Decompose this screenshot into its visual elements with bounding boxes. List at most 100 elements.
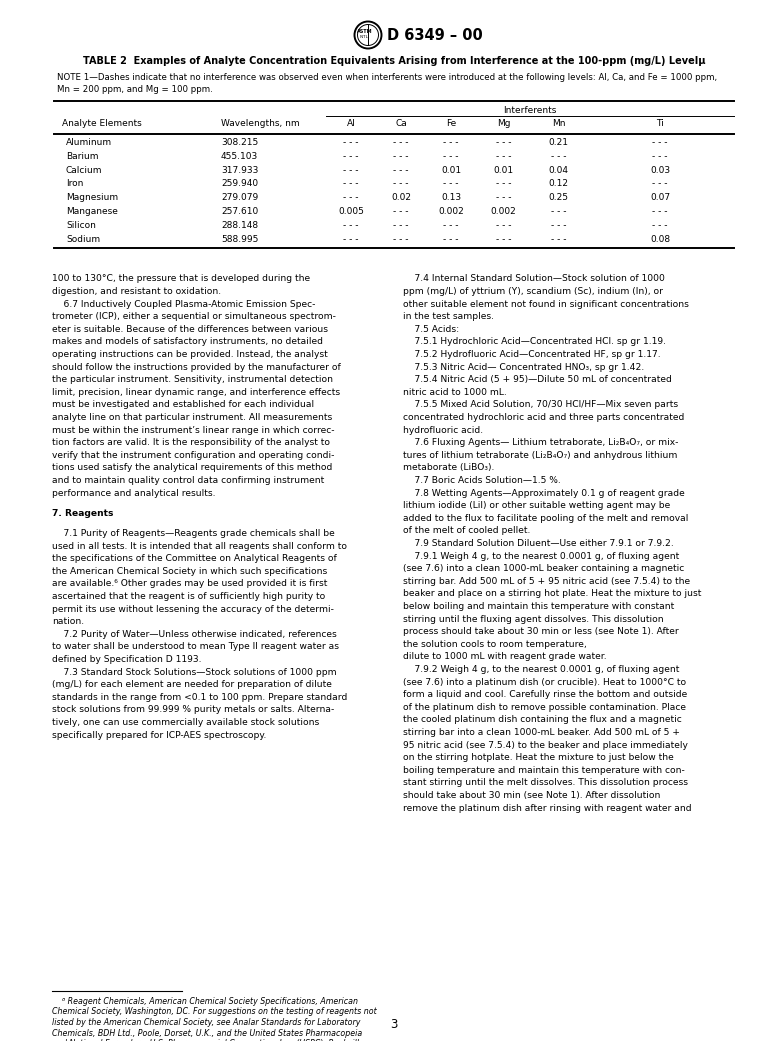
- Text: 0.02: 0.02: [391, 194, 411, 202]
- Text: 7.7 Boric Acids Solution—1.5 %.: 7.7 Boric Acids Solution—1.5 %.: [402, 476, 560, 485]
- Text: - - -: - - -: [496, 194, 511, 202]
- Text: tion factors are valid. It is the responsibility of the analyst to: tion factors are valid. It is the respon…: [52, 438, 330, 448]
- Text: 7.5.5 Mixed Acid Solution, 70/30 HCl/HF—Mix seven parts: 7.5.5 Mixed Acid Solution, 70/30 HCl/HF—…: [402, 401, 678, 409]
- Text: used in all tests. It is intended that all reagents shall conform to: used in all tests. It is intended that a…: [52, 541, 347, 551]
- Text: 0.03: 0.03: [650, 166, 670, 175]
- Text: - - -: - - -: [443, 138, 459, 147]
- Text: - - -: - - -: [652, 207, 668, 217]
- Text: stirring bar. Add 500 mL of 5 + 95 nitric acid (see 7.5.4) to the: stirring bar. Add 500 mL of 5 + 95 nitri…: [402, 577, 689, 586]
- Text: Mn: Mn: [552, 120, 566, 128]
- Text: 7.9 Standard Solution Diluent—Use either 7.9.1 or 7.9.2.: 7.9 Standard Solution Diluent—Use either…: [402, 539, 673, 548]
- Text: Analyte Elements: Analyte Elements: [62, 120, 142, 128]
- Text: specifically prepared for ICP-AES spectroscopy.: specifically prepared for ICP-AES spectr…: [52, 731, 266, 739]
- Text: 7.9.2 Weigh 4 g, to the nearest 0.0001 g, of fluxing agent: 7.9.2 Weigh 4 g, to the nearest 0.0001 g…: [402, 665, 679, 674]
- Text: other suitable element not found in significant concentrations: other suitable element not found in sign…: [402, 300, 689, 308]
- Text: process should take about 30 min or less (see Note 1). After: process should take about 30 min or less…: [402, 627, 678, 636]
- Text: boiling temperature and maintain this temperature with con-: boiling temperature and maintain this te…: [402, 766, 684, 775]
- Text: performance and analytical results.: performance and analytical results.: [52, 488, 216, 498]
- Text: stock solutions from 99.999 % purity metals or salts. Alterna-: stock solutions from 99.999 % purity met…: [52, 706, 335, 714]
- Text: 0.13: 0.13: [441, 194, 461, 202]
- Text: NOTE 1—Dashes indicate that no interference was observed even when interferents : NOTE 1—Dashes indicate that no interfere…: [57, 73, 717, 82]
- Text: in the test samples.: in the test samples.: [402, 312, 493, 322]
- Text: 7. Reagents: 7. Reagents: [52, 509, 114, 517]
- Text: metaborate (LiBO₃).: metaborate (LiBO₃).: [402, 463, 494, 473]
- Text: ascertained that the reagent is of sufficiently high purity to: ascertained that the reagent is of suffi…: [52, 592, 325, 601]
- Text: - - -: - - -: [652, 221, 668, 230]
- Text: - - -: - - -: [443, 234, 459, 244]
- Text: - - -: - - -: [496, 221, 511, 230]
- Text: - - -: - - -: [443, 152, 459, 161]
- Text: tures of lithium tetraborate (Li₂B₄O₇) and anhydrous lithium: tures of lithium tetraborate (Li₂B₄O₇) a…: [402, 451, 677, 460]
- Text: limit, precision, linear dynamic range, and interference effects: limit, precision, linear dynamic range, …: [52, 388, 340, 397]
- Text: 7.1 Purity of Reagents—Reagents grade chemicals shall be: 7.1 Purity of Reagents—Reagents grade ch…: [52, 529, 335, 538]
- Text: eter is suitable. Because of the differences between various: eter is suitable. Because of the differe…: [52, 325, 328, 334]
- Text: the cooled platinum dish containing the flux and a magnetic: the cooled platinum dish containing the …: [402, 715, 682, 725]
- Text: TABLE 2  Examples of Analyte Concentration Equivalents Arising from Interference: TABLE 2 Examples of Analyte Concentratio…: [82, 56, 705, 66]
- Text: Mn = 200 ppm, and Mg = 100 ppm.: Mn = 200 ppm, and Mg = 100 ppm.: [57, 84, 212, 94]
- Text: Ca: Ca: [395, 120, 407, 128]
- Text: Ti: Ti: [656, 120, 664, 128]
- Text: ASTM: ASTM: [356, 29, 373, 34]
- Text: Fe: Fe: [446, 120, 456, 128]
- Text: tions used satisfy the analytical requirements of this method: tions used satisfy the analytical requir…: [52, 463, 332, 473]
- Text: - - -: - - -: [551, 152, 566, 161]
- Text: dilute to 1000 mL with reagent grade water.: dilute to 1000 mL with reagent grade wat…: [402, 653, 606, 661]
- Text: Silicon: Silicon: [66, 221, 96, 230]
- Text: 7.9.1 Weigh 4 g, to the nearest 0.0001 g, of fluxing agent: 7.9.1 Weigh 4 g, to the nearest 0.0001 g…: [402, 552, 678, 561]
- Text: tively, one can use commercially available stock solutions: tively, one can use commercially availab…: [52, 718, 319, 727]
- Text: makes and models of satisfactory instruments, no detailed: makes and models of satisfactory instrum…: [52, 337, 323, 347]
- Text: the particular instrument. Sensitivity, instrumental detection: the particular instrument. Sensitivity, …: [52, 375, 333, 384]
- Text: Magnesium: Magnesium: [66, 194, 118, 202]
- Text: of the melt of cooled pellet.: of the melt of cooled pellet.: [402, 527, 530, 535]
- Text: 0.002: 0.002: [491, 207, 517, 217]
- Text: 0.01: 0.01: [441, 166, 461, 175]
- Text: 279.079: 279.079: [221, 194, 258, 202]
- Text: permit its use without lessening the accuracy of the determi-: permit its use without lessening the acc…: [52, 605, 334, 613]
- Text: - - -: - - -: [652, 138, 668, 147]
- Text: 0.08: 0.08: [650, 234, 670, 244]
- Text: below boiling and maintain this temperature with constant: below boiling and maintain this temperat…: [402, 602, 674, 611]
- Text: 7.4 Internal Standard Solution—Stock solution of 1000: 7.4 Internal Standard Solution—Stock sol…: [402, 275, 664, 283]
- Text: - - -: - - -: [393, 138, 408, 147]
- Text: 7.5 Acids:: 7.5 Acids:: [402, 325, 458, 334]
- Text: 317.933: 317.933: [221, 166, 258, 175]
- Text: - - -: - - -: [393, 179, 408, 188]
- Text: INTL: INTL: [360, 35, 369, 40]
- Text: Chemicals, BDH Ltd., Poole, Dorset, U.K., and the United States Pharmacopeia: Chemicals, BDH Ltd., Poole, Dorset, U.K.…: [52, 1029, 363, 1038]
- Text: on the stirring hotplate. Heat the mixture to just below the: on the stirring hotplate. Heat the mixtu…: [402, 754, 673, 762]
- Text: to water shall be understood to mean Type II reagent water as: to water shall be understood to mean Typ…: [52, 642, 339, 652]
- Text: Manganese: Manganese: [66, 207, 118, 217]
- Text: - - -: - - -: [343, 179, 359, 188]
- Text: should take about 30 min (see Note 1). After dissolution: should take about 30 min (see Note 1). A…: [402, 791, 660, 799]
- Text: - - -: - - -: [443, 179, 459, 188]
- Text: 0.01: 0.01: [493, 166, 513, 175]
- Text: 6.7 Inductively Coupled Plasma-Atomic Emission Spec-: 6.7 Inductively Coupled Plasma-Atomic Em…: [52, 300, 315, 308]
- Text: - - -: - - -: [393, 166, 408, 175]
- Text: - - -: - - -: [551, 234, 566, 244]
- Text: - - -: - - -: [551, 221, 566, 230]
- Text: - - -: - - -: [551, 207, 566, 217]
- Text: Al: Al: [347, 120, 356, 128]
- Text: analyte line on that particular instrument. All measurements: analyte line on that particular instrume…: [52, 413, 332, 422]
- Text: ppm (mg/L) of yttrium (Y), scandium (Sc), indium (In), or: ppm (mg/L) of yttrium (Y), scandium (Sc)…: [402, 287, 663, 296]
- Text: 100 to 130°C, the pressure that is developed during the: 100 to 130°C, the pressure that is devel…: [52, 275, 310, 283]
- Text: 588.995: 588.995: [221, 234, 258, 244]
- Text: (see 7.6) into a platinum dish (or crucible). Heat to 1000°C to: (see 7.6) into a platinum dish (or cruci…: [402, 678, 685, 687]
- Text: - - -: - - -: [343, 221, 359, 230]
- Text: 288.148: 288.148: [221, 221, 258, 230]
- Text: Wavelengths, nm: Wavelengths, nm: [221, 120, 300, 128]
- Text: Aluminum: Aluminum: [66, 138, 112, 147]
- Text: nation.: nation.: [52, 617, 84, 626]
- Text: 257.610: 257.610: [221, 207, 258, 217]
- Text: 3: 3: [391, 1018, 398, 1032]
- Text: Barium: Barium: [66, 152, 99, 161]
- Text: 7.5.3 Nitric Acid— Concentrated HNO₃, sp gr 1.42.: 7.5.3 Nitric Acid— Concentrated HNO₃, sp…: [402, 362, 643, 372]
- Text: 455.103: 455.103: [221, 152, 258, 161]
- Text: remove the platinum dish after rinsing with reagent water and: remove the platinum dish after rinsing w…: [402, 804, 691, 813]
- Text: - - -: - - -: [393, 152, 408, 161]
- Text: nitric acid to 1000 mL.: nitric acid to 1000 mL.: [402, 388, 506, 397]
- Text: 0.07: 0.07: [650, 194, 670, 202]
- Text: 7.5.4 Nitric Acid (5 + 95)—Dilute 50 mL of concentrated: 7.5.4 Nitric Acid (5 + 95)—Dilute 50 mL …: [402, 375, 671, 384]
- Text: Chemical Society, Washington, DC. For suggestions on the testing of reagents not: Chemical Society, Washington, DC. For su…: [52, 1008, 377, 1016]
- Text: Interferents: Interferents: [503, 106, 557, 115]
